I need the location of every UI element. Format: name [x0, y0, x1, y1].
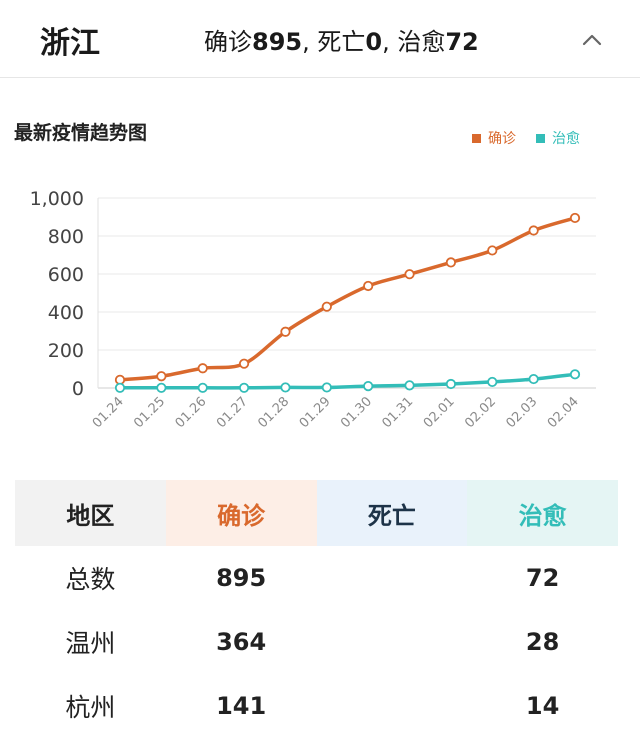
data-point: [238, 358, 250, 369]
x-tick-label: 01.27: [214, 394, 251, 431]
series-line-治愈: [118, 372, 577, 390]
data-point: [445, 378, 457, 390]
data-point: [156, 382, 167, 393]
x-tick-label: 01.30: [338, 394, 375, 431]
x-tick-label: 01.29: [297, 394, 334, 431]
y-tick-label: 800: [48, 226, 84, 248]
data-point: [114, 382, 126, 393]
data-point: [487, 245, 498, 256]
data-point: [363, 280, 374, 292]
x-tick-label: 02.01: [421, 394, 458, 431]
region-table: 地区 确诊 死亡 治愈 总数 895 72 温州 364 28 杭州 141 1…: [15, 480, 618, 738]
x-tick-label: 01.24: [90, 394, 127, 431]
table-row[interactable]: 温州 364 28: [15, 610, 618, 674]
cell-healed: 28: [525, 628, 560, 656]
data-point: [528, 225, 539, 236]
table-row[interactable]: 杭州 141 14: [15, 674, 618, 738]
data-point: [404, 380, 415, 391]
header-confirmed: 确诊: [165, 480, 317, 546]
legend-item-confirmed[interactable]: 确诊: [472, 128, 516, 148]
data-point: [197, 382, 208, 393]
summary-healed-value: 72: [445, 28, 479, 56]
cell-dead: [317, 546, 468, 610]
legend-label-healed: 治愈: [552, 131, 580, 147]
x-tick-label: 02.04: [545, 394, 582, 431]
cell-region: 温州: [65, 629, 116, 658]
y-tick-label: 600: [48, 264, 84, 286]
data-point: [197, 363, 208, 374]
province-header[interactable]: 浙江 确诊895, 死亡0, 治愈72: [0, 0, 640, 78]
data-point: [321, 301, 332, 312]
summary-dead-label: , 死亡: [302, 28, 366, 56]
y-tick-label: 200: [48, 340, 84, 362]
data-point: [280, 326, 291, 337]
trend-chart-card: 最新疫情趋势图 确诊 治愈 0 200 400 600 800 1,000 01.24 01.…: [0, 100, 640, 450]
y-tick-label: 1,000: [30, 188, 84, 210]
chevron-up-icon[interactable]: [578, 26, 606, 54]
data-point: [569, 369, 581, 380]
x-tick-label: 01.25: [131, 394, 168, 431]
legend-swatch-confirmed: [472, 133, 481, 143]
cell-healed: 72: [525, 564, 560, 592]
legend-label-confirmed: 确诊: [488, 131, 516, 147]
cell-confirmed: 141: [216, 692, 267, 720]
cell-region: 总数: [65, 565, 116, 594]
data-point: [156, 371, 167, 382]
series-line-确诊: [118, 216, 577, 382]
table-row[interactable]: 总数 895 72: [15, 546, 618, 610]
data-point: [569, 212, 581, 224]
chart-title: 最新疫情趋势图: [14, 122, 148, 144]
data-point: [238, 382, 250, 393]
table-header-row: 地区 确诊 死亡 治愈: [15, 480, 618, 546]
summary-confirmed-value: 895: [252, 28, 303, 56]
summary-confirmed-label: 确诊: [204, 28, 252, 56]
summary-dead-value: 0: [365, 28, 383, 56]
header-healed: 治愈: [467, 480, 618, 546]
summary-healed-label: , 治愈: [382, 28, 446, 56]
y-tick-label: 400: [48, 302, 84, 324]
x-tick-label: 02.02: [462, 394, 499, 431]
header-region: 地区: [15, 480, 166, 546]
cell-dead: [317, 610, 468, 674]
data-point: [445, 257, 457, 268]
data-point: [363, 380, 374, 392]
province-name: 浙江: [40, 26, 100, 61]
cell-region: 杭州: [65, 693, 116, 722]
x-tick-label: 01.28: [255, 394, 292, 431]
chart-legend: 确诊 治愈: [472, 128, 580, 148]
x-tick-label: 01.26: [173, 394, 210, 431]
data-point: [528, 373, 539, 385]
province-summary: 确诊895, 死亡0, 治愈72: [204, 22, 479, 57]
legend-swatch-healed: [536, 133, 545, 143]
cell-dead: [317, 674, 468, 738]
header-dead: 死亡: [316, 480, 468, 546]
data-point: [321, 382, 332, 393]
cell-healed: 14: [525, 692, 560, 720]
data-point: [280, 382, 291, 393]
x-tick-label: 01.31: [379, 394, 416, 431]
legend-item-healed[interactable]: 治愈: [536, 128, 580, 148]
data-point: [487, 376, 498, 388]
cell-confirmed: 364: [216, 628, 267, 656]
cell-confirmed: 895: [216, 564, 267, 592]
data-point: [404, 269, 415, 280]
y-tick-label: 0: [72, 378, 84, 400]
x-tick-label: 02.03: [504, 394, 541, 431]
